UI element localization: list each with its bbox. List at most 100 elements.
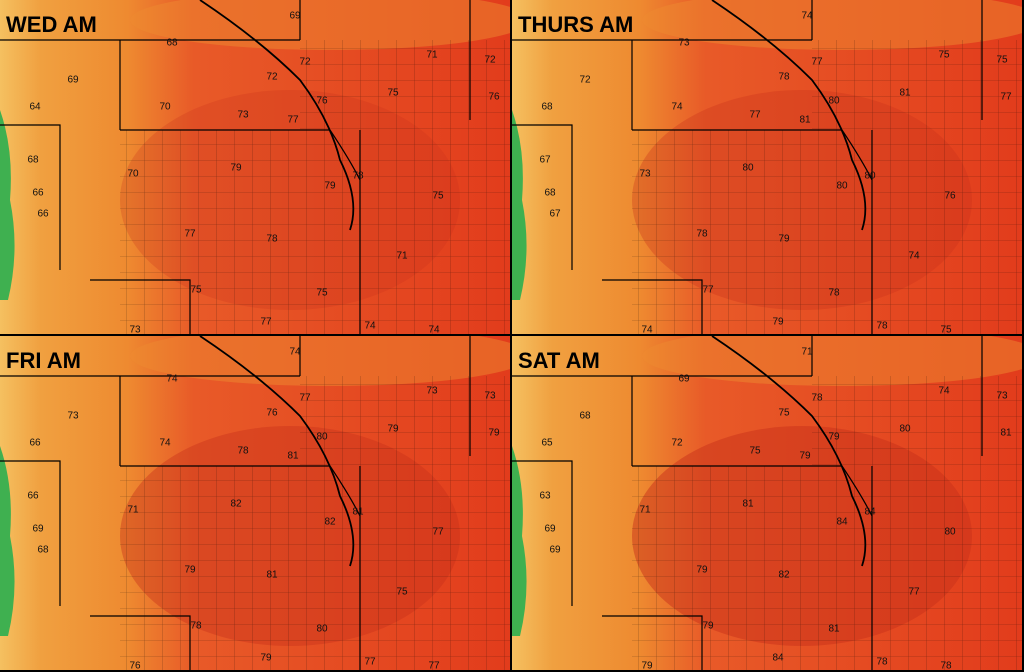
temp-label: 68 (166, 38, 178, 49)
temp-label: 68 (27, 155, 39, 166)
temp-label: 77 (184, 229, 196, 240)
temp-label: 79 (324, 181, 336, 192)
temp-label: 76 (488, 92, 500, 103)
temp-label: 81 (352, 507, 364, 518)
temp-label: 81 (828, 624, 840, 635)
temp-label: 78 (696, 229, 708, 240)
temp-label: 75 (940, 325, 952, 334)
temp-label: 72 (484, 55, 496, 66)
counties (300, 376, 510, 466)
temp-label: 74 (801, 11, 813, 22)
temp-label: 74 (159, 438, 171, 449)
temp-label: 74 (428, 325, 440, 334)
temp-label: 79 (488, 428, 500, 439)
temp-label: 77 (287, 115, 299, 126)
temp-label: 77 (299, 393, 311, 404)
temp-label: 66 (29, 438, 41, 449)
temp-label: 78 (828, 288, 840, 299)
green-strip (512, 110, 527, 300)
temp-label: 74 (908, 251, 920, 262)
temp-label: 69 (67, 75, 79, 86)
temp-label: 68 (579, 411, 591, 422)
temp-label: 76 (316, 96, 328, 107)
temp-label: 75 (387, 88, 399, 99)
temp-label: 75 (190, 285, 202, 296)
temp-label: 78 (940, 661, 952, 670)
temp-label: 69 (289, 11, 301, 22)
temp-label: 78 (811, 393, 823, 404)
temp-label: 81 (266, 570, 278, 581)
temp-label: 73 (237, 110, 249, 121)
counties (632, 466, 1022, 670)
counties (120, 130, 510, 334)
panel-title: THURS AM (518, 12, 633, 37)
temp-label: 77 (432, 527, 444, 538)
temp-label: 64 (29, 102, 41, 113)
temp-label: 79 (230, 163, 242, 174)
temp-label: 72 (671, 438, 683, 449)
temp-label: 79 (260, 653, 272, 664)
temp-label: 72 (299, 57, 311, 68)
temp-label: 67 (549, 209, 561, 220)
temp-label: 79 (641, 661, 653, 670)
temp-label: 76 (944, 191, 956, 202)
temp-label: 73 (678, 38, 690, 49)
temp-label: 71 (639, 505, 651, 516)
temp-label: 74 (671, 102, 683, 113)
temp-label: 76 (266, 408, 278, 419)
panel-title: FRI AM (6, 348, 81, 373)
temp-label: 73 (996, 391, 1008, 402)
temp-label: 73 (426, 386, 438, 397)
temp-label: 67 (539, 155, 551, 166)
temp-label: 82 (230, 499, 242, 510)
temp-label: 79 (828, 432, 840, 443)
temp-label: 72 (579, 75, 591, 86)
temp-label: 84 (836, 517, 848, 528)
temp-label: 78 (778, 72, 790, 83)
temp-label: 68 (37, 545, 49, 556)
temp-label: 75 (316, 288, 328, 299)
state-borders (512, 0, 983, 334)
temp-label: 75 (778, 408, 790, 419)
temp-label: 79 (387, 424, 399, 435)
temp-label: 82 (778, 570, 790, 581)
temp-label: 74 (289, 347, 301, 358)
temp-label: 79 (702, 621, 714, 632)
temp-label: 75 (996, 55, 1008, 66)
temp-label: 65 (541, 438, 553, 449)
state-borders (512, 336, 983, 670)
temp-label: 80 (316, 624, 328, 635)
river (199, 0, 355, 231)
temp-label: 80 (836, 181, 848, 192)
temp-label: 71 (801, 347, 813, 358)
temp-label: 68 (544, 188, 556, 199)
temp-label: 63 (539, 491, 551, 502)
temp-label: 77 (364, 657, 376, 668)
temp-label: 77 (908, 587, 920, 598)
temp-label: 82 (324, 517, 336, 528)
temp-label: 74 (166, 374, 178, 385)
cool-edge (642, 336, 1022, 386)
map-panel: 69 68 71 72 69 72 72 70 73 77 76 75 76 64 68 70 79 79 78 75… (0, 0, 510, 334)
temp-label: 77 (811, 57, 823, 68)
temp-label: 69 (549, 545, 561, 556)
temp-label: 66 (32, 188, 44, 199)
temp-label: 73 (67, 411, 79, 422)
temp-label: 78 (876, 657, 888, 668)
temp-label: 70 (127, 169, 139, 180)
temp-label: 77 (749, 110, 761, 121)
counties (300, 40, 510, 130)
temp-label: 81 (799, 115, 811, 126)
temp-label: 79 (778, 234, 790, 245)
temp-label: 74 (641, 325, 653, 334)
map-panel: 71 69 74 73 68 75 78 72 75 79 79 80 81 65 63 71 81 84 84 80… (512, 336, 1022, 670)
temp-label: 81 (899, 88, 911, 99)
temp-label: 76 (129, 661, 141, 670)
temp-label: 79 (772, 317, 784, 328)
cool-edge (642, 0, 1022, 50)
temp-label: 84 (772, 653, 784, 664)
temp-label: 80 (864, 171, 876, 182)
temp-label: 80 (828, 96, 840, 107)
counties (632, 130, 1022, 334)
